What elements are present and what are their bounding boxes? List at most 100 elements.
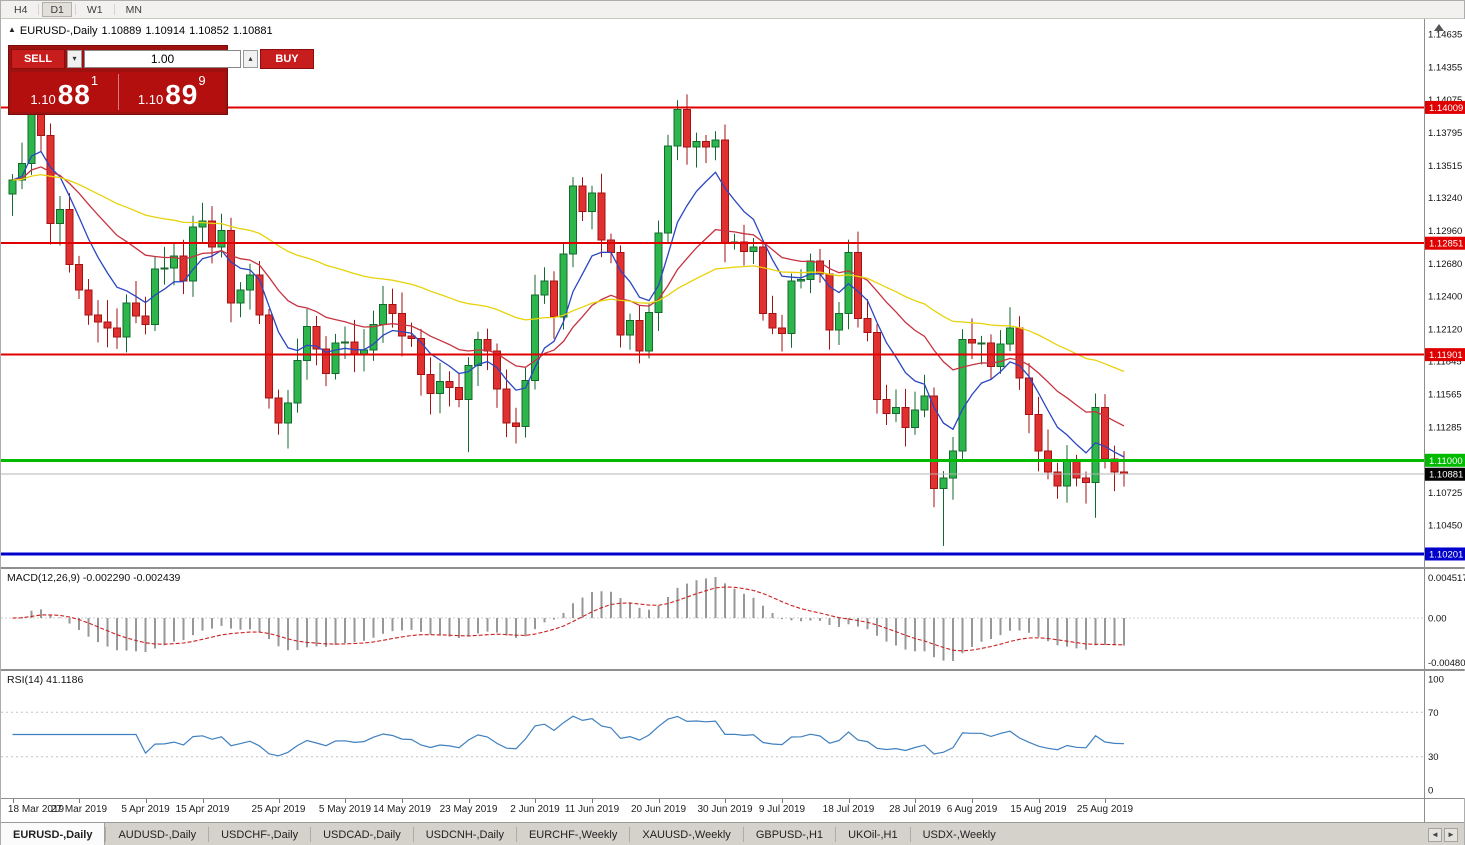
rsi-pane[interactable]: 100 70 30 0 — [1, 671, 1465, 798]
date-tick — [402, 799, 403, 803]
date-label: 25 Apr 2019 — [251, 804, 306, 815]
volume-input[interactable] — [84, 50, 241, 68]
svg-text:70: 70 — [1428, 708, 1439, 719]
svg-text:0.00: 0.00 — [1428, 614, 1447, 625]
tab-divider — [515, 827, 517, 842]
sell-button[interactable]: SELL — [11, 49, 65, 69]
svg-text:1.14075: 1.14075 — [1428, 95, 1462, 106]
candle-wicks — [12, 52, 1125, 546]
tab-audusd-daily[interactable]: AUDUSD-,Daily — [118, 828, 197, 841]
tab-ukoil-h1[interactable]: UKOil-,H1 — [848, 828, 898, 841]
tab-divider — [310, 827, 312, 842]
date-tick — [1105, 799, 1106, 803]
toolbar-divider — [113, 4, 115, 15]
price-divider — [117, 74, 119, 110]
tab-divider — [629, 827, 631, 842]
tab-divider — [742, 827, 744, 842]
chart-tab-bar: EURUSD-,Daily AUDUSD-,Daily USDCHF-,Daily U… — [1, 822, 1464, 845]
pane-separator[interactable] — [1, 567, 1464, 569]
tab-divider — [105, 827, 107, 842]
timeframe-button-h4[interactable]: H4 — [6, 2, 35, 17]
tab-eurchf-weekly[interactable]: EURCHF-,Weekly — [528, 828, 618, 841]
ohlc-high: 1.10914 — [145, 25, 186, 37]
date-label: 2 Jun 2019 — [510, 804, 560, 815]
svg-text:100: 100 — [1428, 675, 1444, 686]
date-axis: 18 Mar 2019 27 Mar 2019 5 Apr 2019 15 Apr 2… — [1, 798, 1464, 822]
tab-usdcad-daily[interactable]: USDCAD-,Daily — [323, 828, 401, 841]
date-tick — [202, 799, 204, 803]
macd-pane[interactable]: 0.004517 0.00 -0.004806 — [1, 569, 1465, 669]
tab-divider — [208, 827, 210, 842]
tab-scroll-left-icon[interactable]: ◄ — [1428, 827, 1442, 842]
buy-price[interactable]: 1.10 89 9 — [137, 73, 206, 110]
svg-text:-0.004806: -0.004806 — [1428, 658, 1465, 669]
price-label-box — [1425, 453, 1465, 467]
svg-text:1.12120: 1.12120 — [1428, 324, 1462, 335]
toolbar-divider — [74, 4, 76, 15]
date-tick — [278, 799, 280, 803]
pane-separator[interactable] — [1, 669, 1464, 671]
date-label: 5 Apr 2019 — [121, 804, 170, 815]
trade-prices-row: 1.10 88 1 1.10 89 9 — [11, 72, 225, 112]
buy-button[interactable]: BUY — [260, 49, 314, 69]
tab-scroll-right-icon[interactable]: ► — [1444, 827, 1458, 842]
svg-text:1.12400: 1.12400 — [1428, 292, 1462, 303]
svg-text:1.11000: 1.11000 — [1429, 456, 1463, 467]
macd-label: MACD(12,26,9) -0.002290 -0.002439 — [7, 572, 181, 584]
date-label: 28 Jul 2019 — [889, 804, 941, 815]
date-tick — [12, 799, 14, 803]
toolbar-divider — [38, 4, 40, 15]
chart-ohlc-header: ▲ EURUSD-,Daily 1.10889 1.10914 1.10852 1.108… — [8, 25, 277, 37]
date-tick — [782, 799, 783, 803]
date-label: 18 Jul 2019 — [822, 804, 875, 815]
svg-text:1.14355: 1.14355 — [1428, 62, 1462, 73]
tab-usdx-weekly[interactable]: USDX-,Weekly — [922, 828, 996, 841]
timeframe-button-mn[interactable]: MN — [118, 2, 150, 17]
volume-decrease-button[interactable]: ▾ — [67, 50, 82, 68]
date-tick — [972, 799, 973, 803]
trade-controls-row: SELL ▾ ▴ BUY — [11, 48, 314, 70]
date-tick — [468, 799, 470, 803]
date-label: 14 May 2019 — [373, 804, 431, 815]
svg-text:1.13515: 1.13515 — [1428, 161, 1462, 172]
date-label: 15 Aug 2019 — [1010, 804, 1067, 815]
sell-price[interactable]: 1.10 88 1 — [30, 73, 99, 110]
tab-gbpusd-h1[interactable]: GBPUSD-,H1 — [755, 828, 824, 841]
tab-usdcnh-daily[interactable]: USDCNH-,Daily — [425, 828, 504, 841]
collapse-panel-icon[interactable]: ▲ — [8, 25, 16, 34]
chevron-up-icon: ▴ — [248, 54, 253, 63]
price-chart-pane[interactable]: 1.14635 1.14355 1.14075 1.13795 1.13515 1.132… — [1, 19, 1465, 567]
tab-usdchf-daily[interactable]: USDCHF-,Daily — [221, 828, 299, 841]
date-tick — [145, 799, 147, 803]
svg-text:1.10450: 1.10450 — [1428, 520, 1462, 531]
date-tick — [658, 799, 660, 803]
macd-histogram — [21, 577, 1125, 661]
svg-text:1.12960: 1.12960 — [1428, 226, 1462, 237]
svg-text:0.004517: 0.004517 — [1428, 573, 1465, 584]
rsi-label: RSI(14) 41.1186 — [7, 674, 84, 686]
tab-eurusd-daily[interactable]: EURUSD-,Daily — [1, 823, 106, 845]
svg-text:1.11901: 1.11901 — [1429, 350, 1463, 361]
volume-increase-button[interactable]: ▴ — [243, 50, 258, 68]
tab-xauusd-weekly[interactable]: XAUUSD-,Weekly — [642, 828, 731, 841]
tab-scroll-controls: ◄ ► — [1422, 823, 1464, 845]
price-label-box — [1425, 348, 1465, 362]
scroll-up-icon — [1434, 24, 1444, 31]
ohlc-close: 1.10881 — [232, 25, 273, 37]
svg-text:1.11565: 1.11565 — [1428, 390, 1462, 401]
timeframe-button-d1[interactable]: D1 — [42, 2, 72, 17]
svg-text:1.13795: 1.13795 — [1428, 128, 1462, 139]
ohlc-open: 1.10889 — [101, 25, 142, 37]
axis-corner-divider — [1424, 799, 1425, 822]
chart-symbol: EURUSD-,Daily — [19, 25, 98, 37]
date-label: 25 Aug 2019 — [1076, 804, 1134, 815]
candle-bodies — [8, 84, 1128, 489]
rsi-value: 41.1186 — [46, 674, 84, 686]
timeframe-button-w1[interactable]: W1 — [79, 2, 111, 17]
date-label: 20 Jun 2019 — [630, 804, 687, 815]
date-tick — [725, 799, 726, 803]
timeframe-toolbar: H4 D1 W1 MN — [1, 1, 1464, 19]
date-label: 18 Mar 2019 — [7, 804, 65, 815]
svg-text:1.14635: 1.14635 — [1428, 30, 1462, 41]
